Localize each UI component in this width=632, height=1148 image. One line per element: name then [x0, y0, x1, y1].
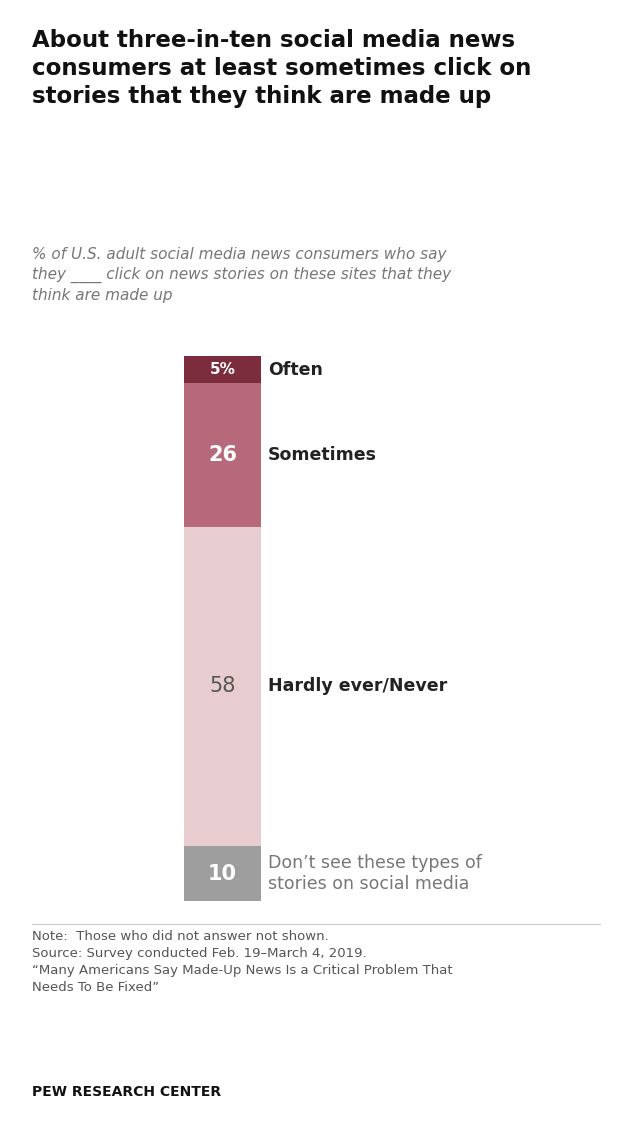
Bar: [184, 846, 262, 901]
Text: Hardly ever/Never: Hardly ever/Never: [268, 677, 447, 696]
Text: 10: 10: [208, 863, 237, 884]
Text: About three-in-ten social media news
consumers at least sometimes click on
stori: About three-in-ten social media news con…: [32, 29, 531, 109]
Bar: [184, 383, 262, 527]
Bar: [184, 356, 262, 383]
Text: 26: 26: [208, 445, 237, 465]
Text: 58: 58: [209, 676, 236, 697]
Text: PEW RESEARCH CENTER: PEW RESEARCH CENTER: [32, 1085, 221, 1099]
Text: % of U.S. adult social media news consumers who say
they ____ click on news stor: % of U.S. adult social media news consum…: [32, 247, 451, 303]
Text: Often: Often: [268, 360, 323, 379]
Text: Sometimes: Sometimes: [268, 447, 377, 464]
Bar: [184, 527, 262, 846]
Text: Don’t see these types of
stories on social media: Don’t see these types of stories on soci…: [268, 854, 482, 893]
Text: 5%: 5%: [210, 362, 236, 378]
Text: Note:  Those who did not answer not shown.
Source: Survey conducted Feb. 19–Marc: Note: Those who did not answer not shown…: [32, 930, 453, 994]
